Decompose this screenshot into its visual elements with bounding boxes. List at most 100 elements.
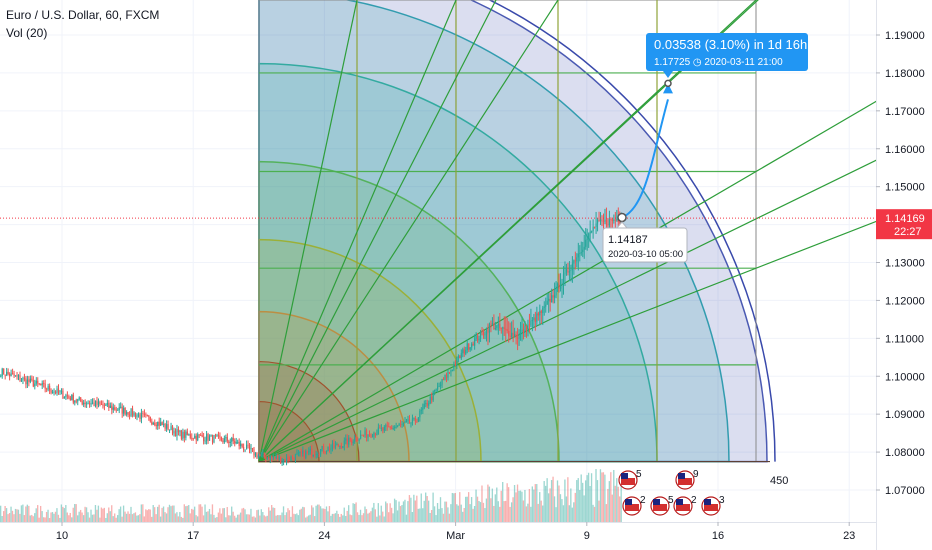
event-flag[interactable]: 9 — [675, 469, 699, 490]
y-tick-label: 1.11000 — [885, 333, 924, 345]
candle-body — [540, 311, 542, 313]
candle-body — [528, 324, 531, 326]
volume-bar — [109, 511, 111, 522]
candle-body — [272, 457, 274, 459]
candle-body — [297, 452, 300, 454]
volume-bar — [595, 469, 597, 522]
candle-body — [565, 269, 568, 273]
event-flag[interactable]: 5 — [650, 495, 674, 516]
volume-bar — [265, 516, 267, 522]
candle-body — [570, 269, 572, 271]
price-measure-tool[interactable]: 0.03538 (3.10%) in 1d 16h 1.17725 ◷ 2020-… — [602, 33, 808, 263]
flag-canton — [676, 499, 683, 505]
volume-bar — [228, 515, 230, 522]
event-flag[interactable]: 2 — [622, 495, 646, 516]
volume-bar — [170, 506, 172, 522]
volume-bar — [125, 513, 128, 522]
candle-body — [407, 419, 409, 421]
candle-body — [68, 396, 70, 398]
candle-body — [342, 446, 344, 449]
flag-stripe — [676, 504, 690, 511]
candle-body — [394, 426, 396, 429]
volume-bar — [454, 492, 456, 522]
candle-body — [244, 449, 246, 451]
candle-body — [20, 380, 23, 381]
volume-bar — [266, 515, 268, 522]
volume-bar — [182, 517, 184, 522]
candle-body — [397, 425, 399, 427]
candle-body — [1, 368, 3, 376]
volume-bar — [496, 487, 498, 522]
volume-bar — [60, 504, 63, 522]
candle-body — [331, 443, 334, 449]
candle-body — [599, 219, 602, 222]
candle-body — [429, 396, 431, 404]
volume-bar — [213, 514, 215, 522]
volume-bar — [116, 515, 119, 522]
volume-bar — [534, 484, 536, 522]
candle-body — [349, 437, 351, 441]
economic-events[interactable]: 5 9 2 5 2 3 — [618, 469, 725, 516]
volume-bar — [191, 508, 193, 522]
time-axis-bg — [0, 522, 876, 550]
event-flag[interactable]: 3 — [701, 495, 725, 516]
candle-body — [217, 434, 220, 436]
volume-bar — [299, 509, 301, 522]
measure-end-point[interactable] — [664, 79, 672, 88]
candle-body — [56, 388, 58, 394]
candle-body — [118, 407, 120, 411]
volume-bar — [427, 500, 430, 522]
event-flag[interactable]: 2 — [673, 495, 697, 516]
volume-bar — [411, 511, 414, 522]
volume-bar — [285, 512, 288, 522]
candle-body — [595, 223, 597, 227]
volume-bar — [248, 514, 251, 522]
candle-body — [328, 446, 331, 451]
volume-bar — [614, 485, 616, 522]
volume-bar — [479, 502, 482, 522]
volume-bar — [453, 493, 455, 522]
candle-body — [192, 438, 194, 440]
volume-bar — [544, 485, 547, 522]
candle-body — [22, 377, 24, 381]
volume-bar — [35, 508, 37, 522]
symbol-title[interactable]: Euro / U.S. Dollar, 60, FXCM — [6, 8, 160, 22]
candle-body — [157, 421, 159, 427]
price-axis[interactable]: 1.07000 1.08000 1.09000 1.10000 1.11000 1.120… — [876, 0, 932, 550]
candle-body — [423, 403, 425, 408]
volume-bar — [306, 516, 308, 522]
volume-bar — [506, 483, 508, 522]
candle-body — [128, 414, 131, 416]
volume-bar — [399, 506, 402, 522]
candle-body — [425, 403, 427, 404]
volume-bar — [69, 512, 71, 522]
volume-bar — [300, 508, 302, 522]
volume-bar — [93, 514, 95, 522]
volume-bar — [349, 514, 351, 522]
volume-indicator-label[interactable]: Vol (20) — [6, 26, 48, 40]
candle-body — [160, 422, 162, 426]
candle-body — [607, 224, 609, 226]
candle-body — [152, 422, 154, 425]
volume-bar — [436, 503, 439, 522]
measure-arrowhead — [663, 83, 673, 94]
candle-body — [619, 222, 621, 223]
volume-bar — [97, 505, 100, 522]
candle-body — [617, 219, 619, 223]
event-flag[interactable]: 5 — [618, 469, 642, 490]
volume-bar — [303, 507, 305, 522]
candle-body — [136, 415, 138, 418]
volume-bar — [577, 478, 579, 522]
volume-bar — [102, 508, 104, 522]
volume-bar — [17, 509, 20, 522]
candle-body — [281, 460, 283, 463]
bar-countdown: 22:27 — [894, 226, 922, 238]
time-axis[interactable]: 10 17 24 Mar 9 16 23 — [0, 522, 876, 550]
candle-body — [291, 456, 294, 459]
measure-start-point[interactable] — [617, 212, 627, 223]
candle-body — [466, 343, 468, 350]
candle-body — [268, 457, 270, 461]
volume-bar — [324, 509, 326, 522]
volume-bar — [127, 511, 129, 522]
